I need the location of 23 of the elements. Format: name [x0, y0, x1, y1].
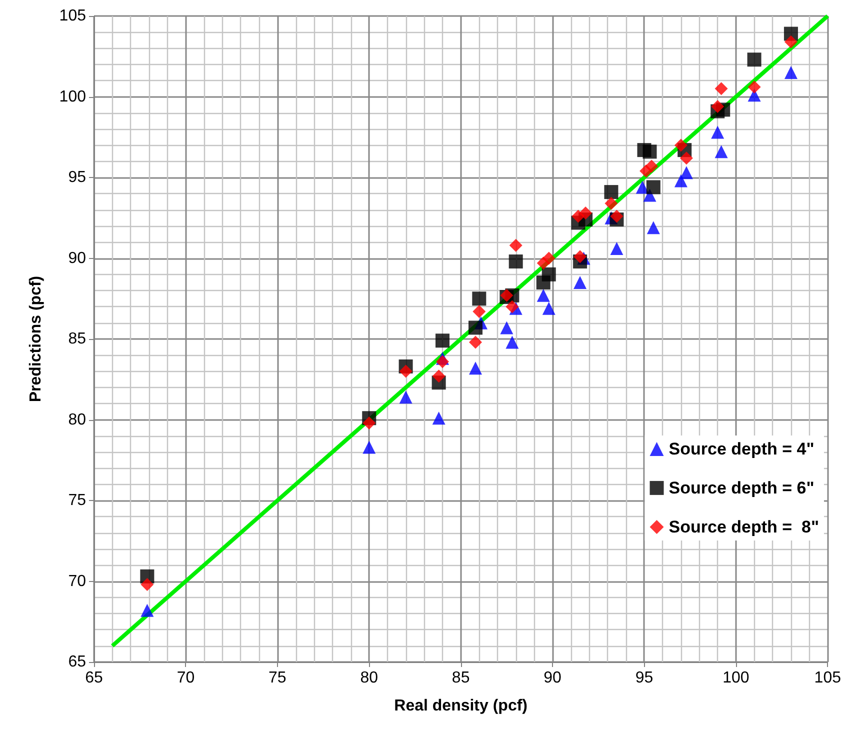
x-tick-label: 70	[176, 670, 195, 686]
x-tick-label: 75	[268, 670, 286, 686]
x-tick-label: 65	[85, 670, 103, 686]
y-tick-label: 65	[68, 654, 86, 670]
x-tick-label: 100	[722, 670, 750, 686]
y-tick-label: 100	[59, 88, 86, 106]
y-tick-label: 85	[68, 330, 86, 348]
y-tick-label: 105	[59, 8, 86, 24]
x-tick-label: 90	[544, 670, 562, 686]
x-tick-label: 85	[452, 670, 470, 686]
y-tick-label: 70	[68, 572, 86, 590]
x-tick-label: 80	[360, 670, 378, 686]
y-tick-label: 75	[68, 492, 86, 509]
legend-label: Source depth = 4"	[668, 439, 814, 458]
x-tick-label: 95	[635, 670, 654, 686]
x-axis-title: Real density (pcf)	[394, 698, 528, 714]
legend-label: Source depth = 8"	[668, 517, 820, 536]
y-tick-label: 80	[68, 411, 86, 428]
y-axis-title: Predictions (pcf)	[28, 276, 44, 402]
x-tick-label: 105	[814, 670, 842, 686]
legend-label: Source depth = 6"	[668, 478, 814, 498]
y-tick-label: 90	[68, 250, 86, 267]
y-tick-label: 95	[68, 169, 86, 186]
